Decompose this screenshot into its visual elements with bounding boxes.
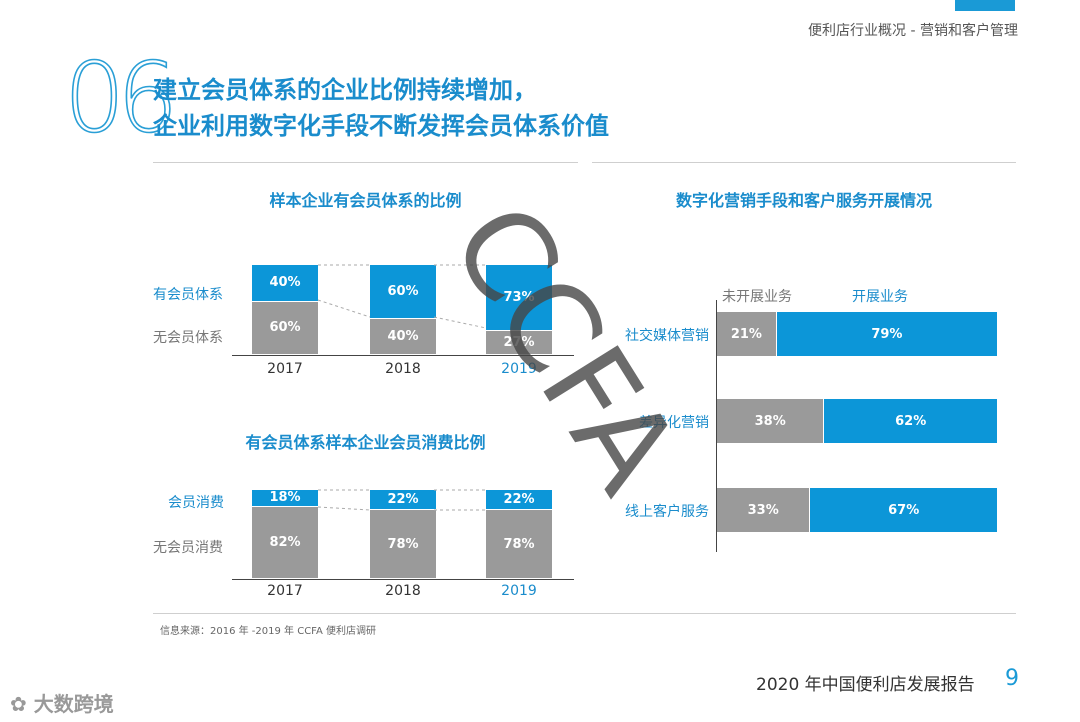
y-tick-label: 线上客户服务: [625, 504, 709, 520]
x-tick-label: 2019: [501, 361, 537, 377]
brand-logo: ✿ 大数跨境: [10, 688, 114, 717]
x-tick-label: 2018: [385, 583, 421, 599]
bar-segment-开展业务: 67%: [809, 488, 997, 532]
top-accent-bar: [955, 0, 1015, 11]
brand-icon: ✿: [10, 692, 34, 716]
bar-segment-有会员体系: 73%: [486, 265, 552, 330]
chart3-legend-not-started: 未开展业务: [722, 289, 792, 305]
source-note: 信息来源：2016 年 -2019 年 CCFA 便利店调研: [160, 626, 377, 637]
section-number: 06: [63, 42, 179, 154]
bar-segment-未开展业务: 21%: [717, 312, 776, 356]
divider-right: [592, 162, 1016, 163]
bar-segment-会员消费: 18%: [252, 490, 318, 506]
y-tick-label: 社交媒体营销: [625, 328, 709, 344]
chart3-y-axis: [716, 300, 717, 552]
chart2-title: 有会员体系样本企业会员消费比例: [245, 433, 486, 452]
chart2-legend-member: 会员消费: [168, 495, 224, 511]
bar-segment-开展业务: 62%: [823, 399, 997, 443]
bar-segment-会员消费: 22%: [370, 490, 436, 510]
bar-segment-无会员体系: 40%: [370, 318, 436, 354]
bar-segment-开展业务: 79%: [775, 312, 997, 356]
chart2-legend-nonmember: 无会员消费: [153, 540, 223, 556]
chart2-x-axis: [232, 579, 574, 580]
bar-segment-无会员体系: 27%: [486, 329, 552, 354]
x-tick-label: 2018: [385, 361, 421, 377]
y-tick-label: 差异化营销: [639, 415, 709, 431]
x-tick-label: 2017: [267, 583, 303, 599]
page-title-line2: 企业利用数字化手段不断发挥会员体系价值: [153, 112, 609, 140]
divider-bottom: [153, 613, 1016, 614]
x-tick-label: 2017: [267, 361, 303, 377]
bar-segment-未开展业务: 33%: [717, 488, 810, 532]
brand-text: 大数跨境: [33, 692, 114, 716]
chart1-title: 样本企业有会员体系的比例: [269, 191, 462, 210]
bar-segment-未开展业务: 38%: [717, 399, 824, 443]
divider-left: [153, 162, 578, 163]
section-header: 便利店行业概况 - 营销和客户管理: [808, 23, 1018, 39]
chart3-legend-started: 开展业务: [852, 289, 908, 305]
bar-segment-有会员体系: 60%: [370, 265, 436, 319]
page-number: 9: [1005, 666, 1019, 691]
bar-segment-无会员体系: 60%: [252, 300, 318, 354]
chart1-x-axis: [232, 355, 574, 356]
bar-segment-无会员消费: 78%: [486, 509, 552, 578]
page-title-line1: 建立会员体系的企业比例持续增加，: [153, 76, 537, 104]
x-tick-label: 2019: [501, 583, 537, 599]
bar-segment-无会员消费: 78%: [370, 509, 436, 578]
bar-segment-会员消费: 22%: [486, 490, 552, 510]
report-title: 2020 年中国便利店发展报告: [756, 675, 975, 695]
chart1-legend-nonmember: 无会员体系: [153, 330, 223, 346]
watermark-text: CCFA: [424, 181, 705, 516]
bar-segment-无会员消费: 82%: [252, 505, 318, 578]
chart1-legend-member: 有会员体系: [153, 287, 223, 303]
chart3-title: 数字化营销手段和客户服务开展情况: [675, 191, 932, 210]
bar-segment-有会员体系: 40%: [252, 265, 318, 301]
